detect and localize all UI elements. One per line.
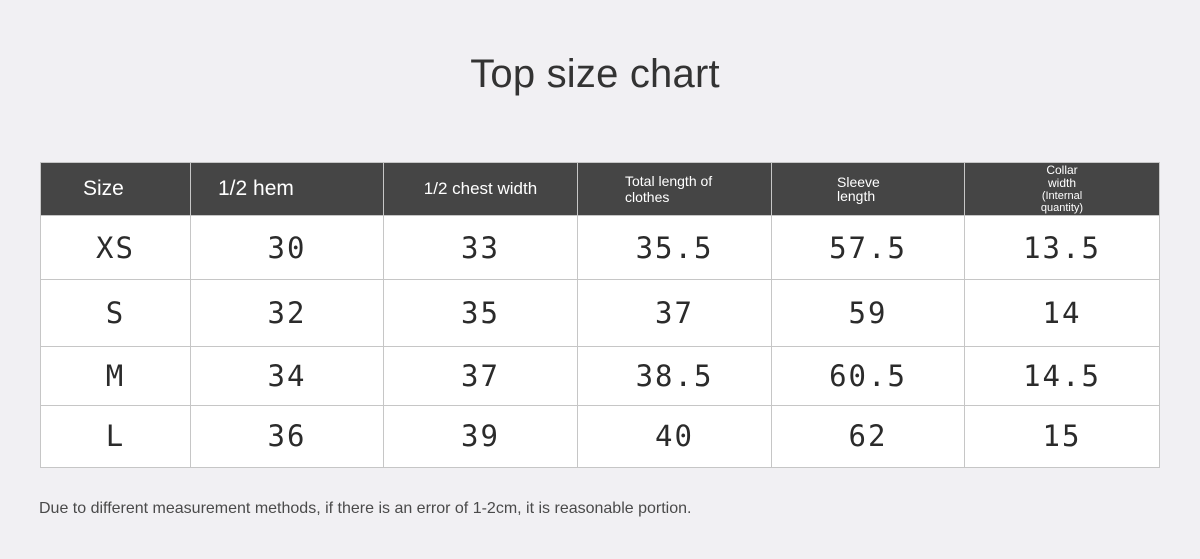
size-chart-table: Size 1/2 hem 1/2 chest width Total lengt… [40, 162, 1160, 469]
cell-half-chest: 33 [383, 214, 578, 281]
page-title: Top size chart [470, 52, 720, 96]
cell-half-hem: 36 [190, 404, 384, 469]
header-total-length-line-1: Total length of [625, 173, 713, 189]
cell-total-length: 38.5 [577, 345, 772, 406]
cell-collar-width: 14.5 [964, 345, 1160, 406]
cell-size: L [40, 404, 191, 469]
cell-half-hem: 30 [190, 214, 384, 281]
cell-sleeve-length: 60.5 [771, 345, 965, 406]
cell-sleeve-length: 62 [771, 404, 965, 469]
table-row-xs: XS 30 33 35.5 57.5 13.5 [40, 214, 1160, 281]
cell-half-chest: 35 [383, 279, 578, 347]
header-total-length: Total length of clothes [577, 162, 772, 216]
cell-half-chest: 39 [383, 404, 578, 469]
cell-size: XS [40, 214, 191, 281]
table-row-l: L 36 39 40 62 15 [40, 404, 1160, 469]
cell-collar-width: 14 [964, 279, 1160, 347]
cell-half-chest: 37 [383, 345, 578, 406]
table-row-m: M 34 37 38.5 60.5 14.5 [40, 345, 1160, 406]
header-half-hem: 1/2 hem [190, 162, 384, 216]
header-sleeve-length: Sleeve length [771, 162, 965, 216]
cell-collar-width: 13.5 [964, 214, 1160, 281]
cell-sleeve-length: 59 [771, 279, 965, 347]
header-collar-line-2: width [1047, 176, 1076, 190]
measurement-note: Due to different measurement methods, if… [39, 500, 692, 517]
cell-collar-width: 15 [964, 404, 1160, 469]
header-sleeve-line-2: length [837, 188, 876, 204]
cell-sleeve-length: 57.5 [771, 214, 965, 281]
header-collar-line-3: (Internal [1041, 190, 1083, 202]
cell-size: S [40, 279, 191, 347]
cell-half-hem: 34 [190, 345, 384, 406]
cell-size: M [40, 345, 191, 406]
header-size: Size [40, 162, 191, 216]
header-collar-line-4: quantity) [1040, 202, 1084, 214]
cell-total-length: 37 [577, 279, 772, 347]
header-total-length-line-2: clothes [625, 189, 670, 205]
table-header-row: Size 1/2 hem 1/2 chest width Total lengt… [40, 162, 1160, 216]
cell-total-length: 40 [577, 404, 772, 469]
header-sleeve-line-1: Sleeve [837, 174, 880, 190]
cell-half-hem: 32 [190, 279, 384, 347]
cell-total-length: 35.5 [577, 214, 772, 281]
header-half-chest-width: 1/2 chest width [383, 162, 578, 216]
header-collar-line-1: Collar [1046, 163, 1078, 177]
table-row-s: S 32 35 37 59 14 [40, 279, 1160, 347]
header-collar-width: Collar width (Internal quantity) [964, 162, 1160, 216]
